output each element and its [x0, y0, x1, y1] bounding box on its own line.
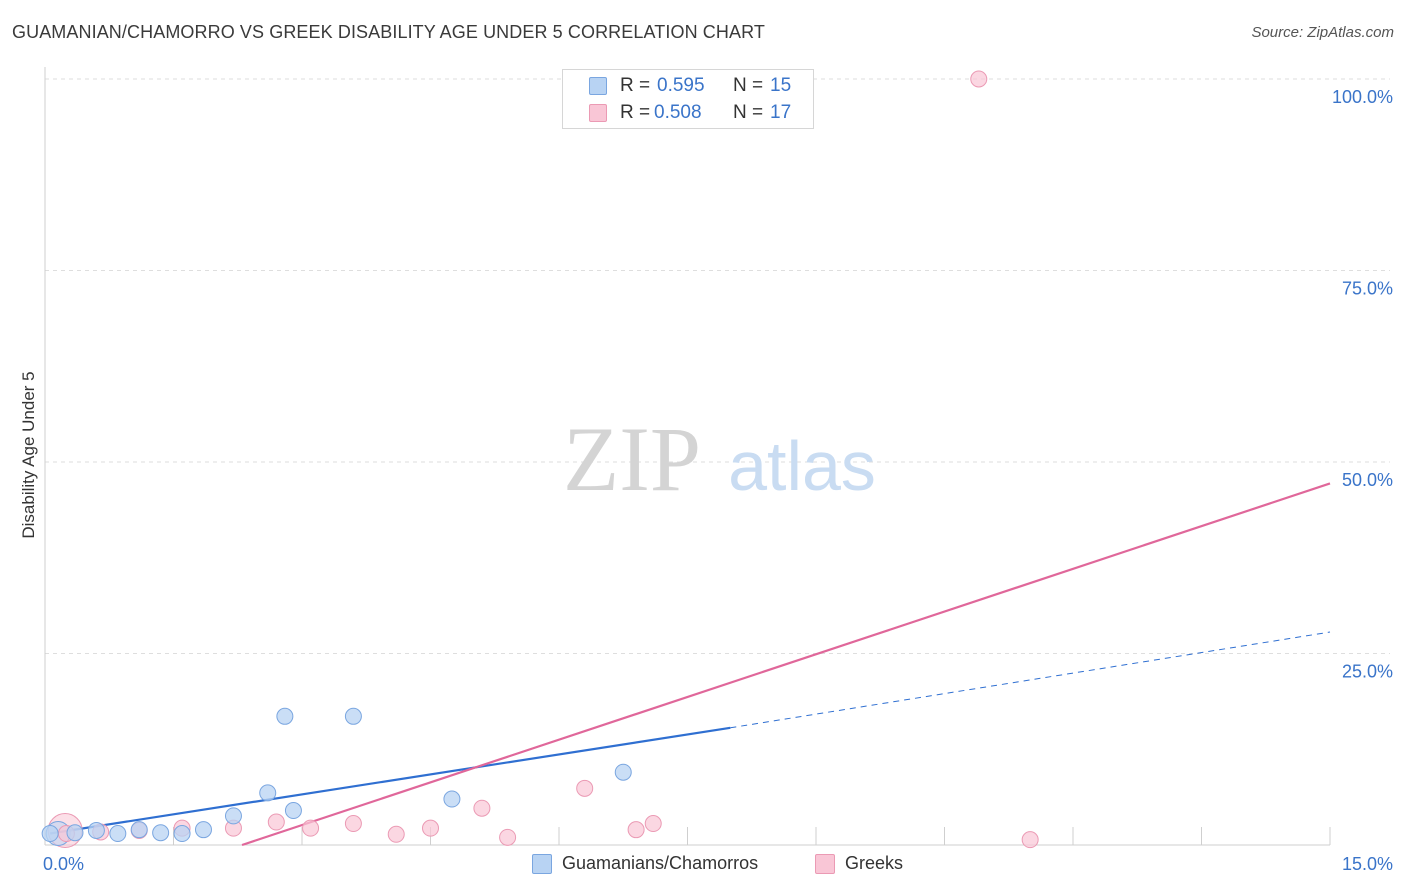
watermark-atlas: atlas: [728, 427, 876, 505]
source-credit: Source: ZipAtlas.com: [1251, 24, 1394, 41]
watermark: ZIP atlas: [563, 408, 876, 510]
point-guamanians: [224, 807, 242, 825]
point-guamanians: [259, 784, 277, 802]
legend-label-greeks: Greeks: [845, 853, 904, 873]
legend-r-value: 0.595: [657, 75, 705, 96]
trend-line-guamanians: [49, 726, 731, 835]
point-guamanians: [152, 824, 170, 842]
legend-row-guamanians: R = 0.595 N = 15: [563, 73, 813, 99]
legend-r-label: R =: [620, 75, 651, 96]
point-greeks: [422, 819, 439, 837]
series-legend: Guamanians/Chamorros Greeks: [0, 851, 1406, 879]
point-guamanians: [130, 821, 148, 839]
y-tick-label: 75.0%: [1342, 279, 1393, 299]
point-greeks: [627, 821, 645, 839]
chart-title: GUAMANIAN/CHAMORRO VS GREEK DISABILITY A…: [12, 22, 765, 42]
tick-labels: 25.0% 50.0% 75.0% 100.0% 0.0% 15.0%: [43, 87, 1393, 874]
legend-n-value: 17: [770, 102, 792, 123]
legend-r-label: R =: [620, 102, 651, 123]
legend-label-guamanians: Guamanians/Chamorros: [562, 853, 759, 873]
point-guamanians: [443, 790, 461, 808]
legend-n-label: N =: [733, 75, 764, 96]
legend-swatch-blue: [589, 77, 607, 95]
point-guamanians: [614, 763, 632, 781]
point-guamanians: [276, 707, 294, 725]
legend-swatch-blue: [532, 853, 552, 874]
point-guamanians: [41, 825, 59, 843]
point-guamanians: [66, 824, 84, 842]
y-tick-label: 25.0%: [1342, 662, 1393, 682]
legend-item-greeks[interactable]: Greeks: [815, 853, 903, 874]
point-greeks: [473, 799, 491, 817]
legend-row-greeks: R = 0.508 N = 17: [563, 100, 813, 126]
point-greeks: [267, 813, 285, 831]
y-tick-label: 100.0%: [1332, 87, 1393, 107]
point-greeks: [970, 70, 988, 88]
legend-item-guamanians[interactable]: Guamanians/Chamorros: [532, 853, 758, 874]
point-greeks: [302, 819, 320, 837]
watermark-zip: ZIP: [563, 408, 701, 510]
grid-lines: [45, 78, 1390, 654]
correlation-legend: R = 0.595 N = 15 R = 0.508 N = 17: [562, 69, 814, 129]
point-guamanians: [194, 821, 212, 839]
y-tick-label: 50.0%: [1342, 470, 1393, 490]
point-guamanians: [173, 825, 191, 843]
legend-n-value: 15: [770, 75, 792, 96]
point-guamanians: [109, 825, 127, 843]
y-axis-label: Disability Age Under 5: [19, 371, 38, 538]
trend-line-greeks: [241, 482, 1331, 847]
point-greeks: [576, 779, 594, 797]
point-greeks: [644, 815, 662, 833]
x-tick-label-start: 0.0%: [43, 854, 84, 874]
point-guamanians: [87, 821, 105, 839]
x-tick-label-end: 15.0%: [1342, 854, 1393, 874]
point-greeks: [344, 815, 362, 833]
legend-r-value: 0.508: [654, 102, 702, 123]
point-greeks: [1021, 831, 1039, 849]
point-guamanians: [344, 707, 362, 725]
trend-line-guamanians-extension: [730, 631, 1331, 729]
legend-swatch-pink: [815, 853, 835, 874]
legend-swatch-pink: [589, 104, 607, 122]
trend-lines: [49, 482, 1331, 847]
point-greeks: [387, 825, 405, 843]
point-greeks: [499, 828, 517, 846]
point-guamanians: [284, 802, 302, 820]
data-points: [41, 70, 1039, 849]
legend-n-label: N =: [733, 102, 764, 123]
